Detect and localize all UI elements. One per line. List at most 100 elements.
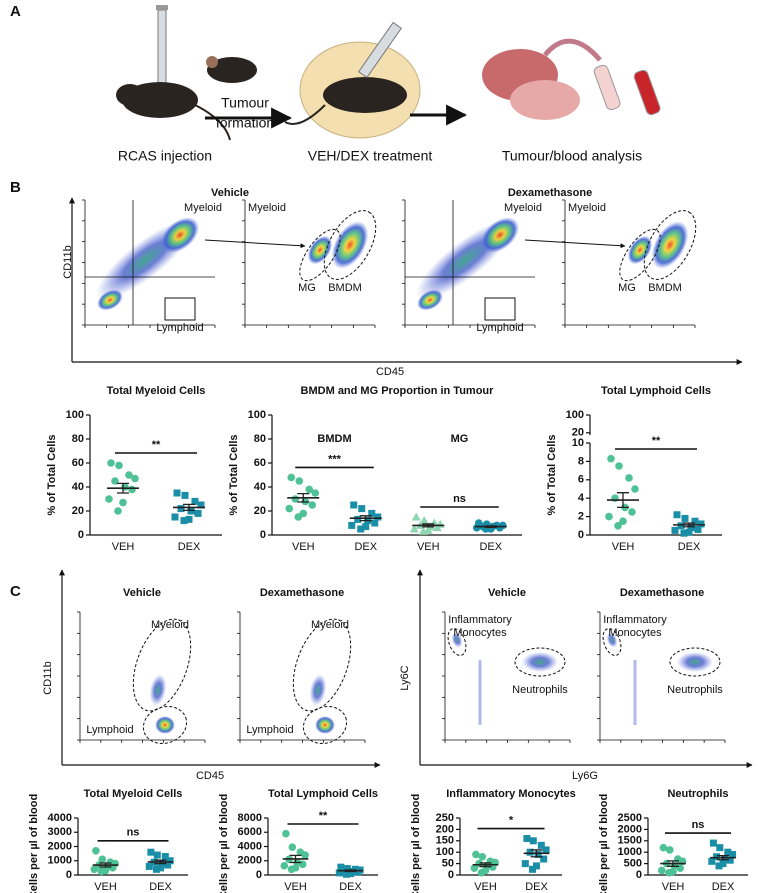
data-point <box>181 491 189 499</box>
data-point <box>666 846 674 854</box>
data-point <box>472 524 481 532</box>
error-bar <box>484 525 497 528</box>
data-point <box>607 454 615 463</box>
gate <box>292 618 352 712</box>
y-tick-label: 2000 <box>238 855 262 867</box>
x-tick-label: DEX <box>339 881 362 893</box>
x-tick-label: VEH <box>612 541 635 553</box>
data-point <box>280 861 289 870</box>
gate-label: Lymphoid <box>86 724 133 736</box>
data-point <box>357 525 365 533</box>
panel-label: A <box>10 3 21 20</box>
density-blob <box>160 217 200 253</box>
schematic-art <box>116 5 661 141</box>
x-tick-label: DEX <box>354 541 377 553</box>
density-blob <box>315 716 335 734</box>
y-tick-label: 4000 <box>238 840 262 852</box>
y-tick-label: 0 <box>448 869 454 881</box>
data-point <box>362 523 370 531</box>
data-point <box>715 862 723 870</box>
y-tick-label: 250 <box>436 812 454 824</box>
chart-title: Neutrophils <box>667 788 728 800</box>
density-blob <box>307 235 333 265</box>
y-tick-label: 500 <box>624 858 642 870</box>
x-tick-label: VEH <box>94 881 117 893</box>
axis-title: CD11b <box>62 245 74 278</box>
x-tick-label: VEH <box>417 541 440 553</box>
data-point <box>287 473 296 482</box>
data-point <box>164 861 172 869</box>
data-point <box>285 504 294 513</box>
error-bar <box>530 849 543 858</box>
y-tick-label: 0 <box>66 869 72 881</box>
gate <box>299 228 341 282</box>
flow-title: Dexamethasone <box>508 187 592 199</box>
x-tick-label: VEH <box>112 541 135 553</box>
significance-label: *** <box>328 453 342 465</box>
error-bar <box>154 859 167 865</box>
gate <box>669 647 721 677</box>
y-tick-label: 50 <box>442 858 454 870</box>
data-point <box>691 517 699 525</box>
gate-label: Lymphoid <box>246 724 293 736</box>
data-point <box>625 474 633 482</box>
panel-label: B <box>10 179 21 196</box>
density-blob <box>451 632 463 648</box>
data-point <box>615 462 623 470</box>
y-tick-label: 20 <box>72 505 84 517</box>
data-point <box>115 461 123 470</box>
y-axis-title: Cells per µl of blood <box>598 794 610 893</box>
y-tick-label: 100 <box>66 409 84 421</box>
density-blob <box>155 716 175 734</box>
data-point <box>121 483 129 491</box>
error-bar <box>344 869 357 873</box>
data-point <box>197 501 205 509</box>
data-point <box>658 866 666 875</box>
gate-label: Lymphoid <box>156 322 203 334</box>
error-bar <box>359 515 372 522</box>
group-label: BMDM <box>317 433 351 445</box>
x-tick-label: DEX <box>149 881 172 893</box>
axis-title: Ly6C <box>399 665 411 690</box>
gate <box>643 210 697 280</box>
gate <box>302 705 348 745</box>
panel-b-axes <box>69 197 743 365</box>
chart-title: Total Myeloid Cells <box>84 788 183 800</box>
significance-label: * <box>509 814 514 826</box>
gate <box>132 618 192 712</box>
data-point <box>131 474 139 483</box>
data-point <box>90 865 99 874</box>
axis-title: CD11b <box>42 661 54 694</box>
flow-title: Dexamethasone <box>620 587 704 599</box>
data-point <box>671 526 679 534</box>
data-point <box>478 852 487 861</box>
y-axis-title: Cells per µl of blood <box>28 794 40 893</box>
error-bar <box>617 492 629 509</box>
y-tick-label: 20 <box>572 427 584 439</box>
data-point <box>105 495 113 503</box>
x-tick-label: DEX <box>678 541 701 553</box>
gate <box>514 647 566 677</box>
y-tick-label: 40 <box>254 481 266 493</box>
data-point <box>308 501 317 509</box>
data-point <box>673 511 681 519</box>
y-tick-label: 150 <box>436 835 454 847</box>
chart-title: Total Myeloid Cells <box>107 385 206 397</box>
data-point <box>619 517 627 525</box>
data-point <box>432 523 442 532</box>
data-point <box>628 508 636 516</box>
data-point <box>542 846 550 854</box>
y-axis-title: Cells per µl of blood <box>218 794 230 893</box>
data-point <box>708 857 716 865</box>
gate-label: Monocytes <box>608 627 662 639</box>
group-label: MG <box>451 433 469 445</box>
panel-c-axes <box>59 569 753 768</box>
gate-label: Monocytes <box>453 627 507 639</box>
data-point <box>409 524 419 533</box>
data-point <box>298 860 307 869</box>
data-point <box>98 855 107 864</box>
data-point <box>347 870 354 878</box>
data-point <box>107 459 115 467</box>
flow-title: Dexamethasone <box>260 587 344 599</box>
data-point <box>311 489 320 497</box>
